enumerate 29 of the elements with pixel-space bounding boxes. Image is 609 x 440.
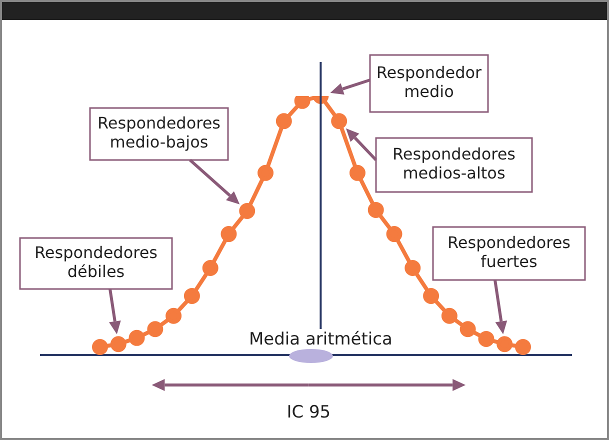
point [478,330,494,347]
point [202,260,218,276]
point [239,202,256,219]
point [404,260,421,276]
annotation: Respondedores débiles [34,243,158,282]
point [110,336,126,352]
point [331,113,348,130]
point [92,338,108,355]
annotation: Media aritmética [248,329,392,350]
point [184,288,200,304]
point [423,288,440,304]
point [166,308,182,324]
point [515,338,531,355]
point [386,226,402,242]
point [349,164,366,181]
point [276,113,292,130]
text: IC 95 [286,402,331,422]
annotation: Respondedor medio [376,63,482,102]
point [368,202,384,218]
point [496,336,513,352]
point [220,226,237,242]
point [258,164,274,181]
annotation: Respondedores medio-bajos [97,114,221,152]
annotation: Respondedores fuertes [447,233,571,272]
point [147,321,164,338]
point [441,308,458,324]
point [460,321,476,338]
point [128,330,145,346]
annotation: Respondedores medios-altos [392,144,516,183]
